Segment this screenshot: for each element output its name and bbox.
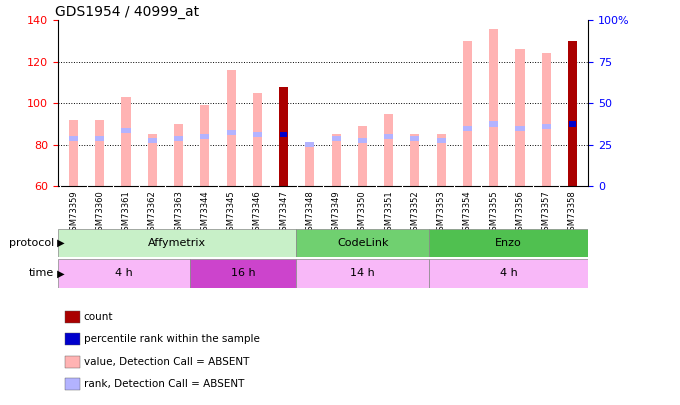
Text: 14 h: 14 h — [350, 269, 375, 278]
Text: GSM73347: GSM73347 — [279, 190, 288, 236]
Bar — [358, 126, 367, 186]
Bar — [429, 259, 588, 288]
Text: GSM73355: GSM73355 — [489, 190, 498, 236]
Bar — [437, 134, 446, 186]
Text: 4 h: 4 h — [500, 269, 517, 278]
Bar — [69, 136, 78, 141]
Text: protocol: protocol — [9, 238, 54, 248]
Bar — [58, 229, 296, 257]
Bar — [122, 97, 131, 186]
Bar — [200, 134, 209, 139]
Text: GSM73363: GSM73363 — [174, 190, 183, 236]
Bar — [174, 124, 183, 186]
Bar — [541, 53, 551, 186]
Bar — [296, 229, 429, 257]
Text: 16 h: 16 h — [231, 269, 256, 278]
Bar — [305, 142, 314, 147]
Text: count: count — [84, 312, 113, 322]
Bar — [95, 136, 105, 141]
Bar — [69, 120, 78, 186]
Bar — [568, 41, 577, 186]
Text: Affymetrix: Affymetrix — [148, 238, 206, 248]
Bar — [122, 128, 131, 133]
Text: GSM73362: GSM73362 — [148, 190, 157, 236]
Text: GSM73358: GSM73358 — [568, 190, 577, 236]
Text: GSM73357: GSM73357 — [542, 190, 551, 236]
Bar — [541, 124, 551, 129]
Text: GSM73345: GSM73345 — [226, 190, 235, 236]
Bar — [305, 147, 314, 186]
Text: ▶: ▶ — [54, 238, 65, 248]
Bar — [148, 134, 157, 186]
Bar — [410, 134, 420, 186]
Text: rank, Detection Call = ABSENT: rank, Detection Call = ABSENT — [84, 379, 244, 389]
Bar — [429, 229, 588, 257]
Bar — [174, 136, 183, 141]
Bar — [332, 136, 341, 141]
Bar — [384, 114, 393, 186]
Bar — [148, 138, 157, 143]
Bar — [463, 41, 472, 186]
Bar — [226, 130, 236, 135]
Text: GDS1954 / 40999_at: GDS1954 / 40999_at — [55, 5, 199, 19]
Bar — [190, 259, 296, 288]
Text: GSM73354: GSM73354 — [463, 190, 472, 236]
Bar — [95, 120, 105, 186]
Text: GSM73346: GSM73346 — [253, 190, 262, 236]
Text: GSM73351: GSM73351 — [384, 190, 393, 236]
Bar — [463, 126, 472, 131]
Bar — [489, 28, 498, 186]
Bar — [515, 126, 524, 131]
Text: GSM73361: GSM73361 — [122, 190, 131, 236]
Bar — [568, 41, 577, 186]
Text: value, Detection Call = ABSENT: value, Detection Call = ABSENT — [84, 357, 249, 367]
Bar — [489, 122, 498, 127]
Text: ▶: ▶ — [54, 269, 65, 278]
Text: GSM73360: GSM73360 — [95, 190, 104, 236]
Bar — [515, 49, 524, 186]
Text: GSM73348: GSM73348 — [305, 190, 314, 236]
Text: GSM73352: GSM73352 — [411, 190, 420, 236]
Bar — [226, 70, 236, 186]
Bar — [332, 134, 341, 186]
Text: CodeLink: CodeLink — [337, 238, 388, 248]
Bar — [58, 259, 190, 288]
Bar — [253, 132, 262, 137]
Text: GSM73344: GSM73344 — [201, 190, 209, 236]
Bar — [384, 134, 393, 139]
Text: 4 h: 4 h — [115, 269, 133, 278]
Text: Enzo: Enzo — [495, 238, 522, 248]
Bar — [279, 87, 288, 186]
Bar — [410, 136, 420, 141]
Bar — [358, 138, 367, 143]
Bar — [200, 105, 209, 186]
Bar — [568, 122, 576, 127]
Text: GSM73349: GSM73349 — [332, 190, 341, 236]
Text: time: time — [29, 269, 54, 278]
Bar — [296, 259, 429, 288]
Text: percentile rank within the sample: percentile rank within the sample — [84, 335, 260, 344]
Text: GSM73353: GSM73353 — [437, 190, 445, 236]
Text: GSM73359: GSM73359 — [69, 190, 78, 236]
Text: GSM73350: GSM73350 — [358, 190, 367, 236]
Bar — [437, 138, 446, 143]
Bar — [280, 132, 287, 137]
Bar — [253, 93, 262, 186]
Text: GSM73356: GSM73356 — [515, 190, 524, 236]
